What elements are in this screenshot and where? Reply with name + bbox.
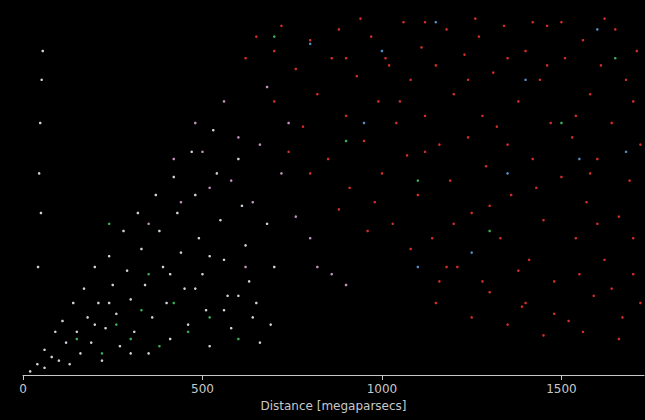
- svg-text:1000: 1000: [367, 382, 398, 396]
- svg-text:500: 500: [191, 382, 214, 396]
- svg-text:1500: 1500: [546, 382, 577, 396]
- svg-text:Distance [megaparsecs]: Distance [megaparsecs]: [260, 399, 406, 413]
- svg-text:0: 0: [19, 382, 27, 396]
